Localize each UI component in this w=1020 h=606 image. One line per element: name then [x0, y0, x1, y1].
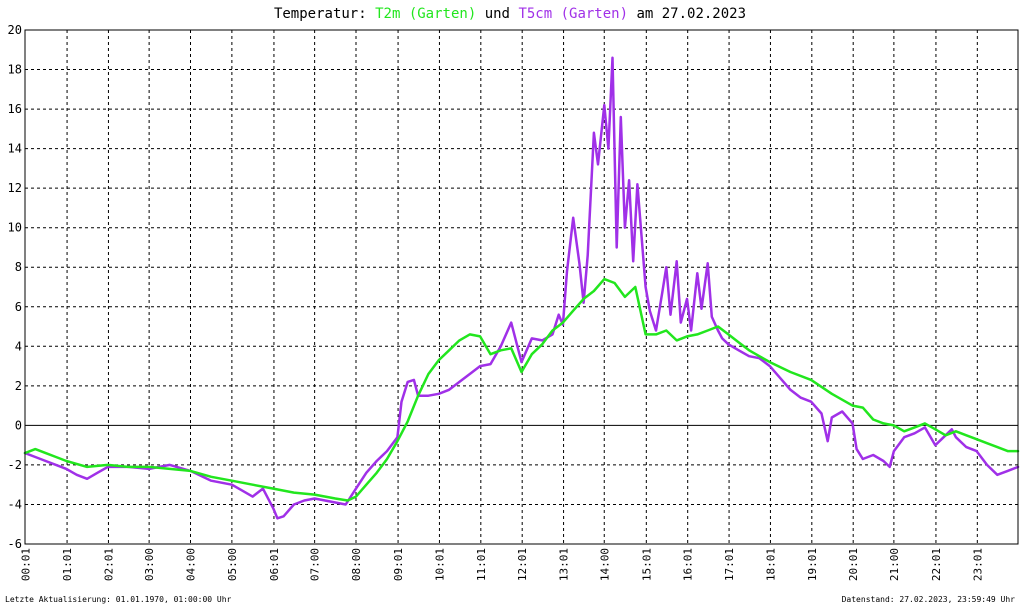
y-tick-label: 2 — [15, 379, 22, 393]
y-tick-label: 10 — [8, 221, 22, 235]
title-mid: und — [485, 6, 510, 22]
x-tick-label: 15:01 — [640, 548, 653, 581]
x-tick-label: 01:01 — [61, 548, 74, 581]
y-tick-label: 4 — [15, 339, 22, 353]
y-tick-label: -6 — [8, 537, 22, 551]
chart-title: Temperatur: T2m (Garten) und T5cm (Garte… — [274, 6, 746, 22]
footer-data-status: Datenstand: 27.02.2023, 23:59:49 Uhr — [842, 595, 1016, 604]
x-tick-label: 08:00 — [350, 548, 363, 581]
title-suffix: am 27.02.2023 — [636, 6, 746, 22]
y-tick-label: 8 — [15, 260, 22, 274]
y-tick-label: 6 — [15, 300, 22, 314]
x-tick-label: 09:01 — [392, 548, 405, 581]
y-tick-label: 20 — [8, 23, 22, 37]
title-series-t2m: T2m (Garten) — [375, 6, 476, 22]
x-tick-label: 16:01 — [682, 548, 695, 581]
t2m-series-line — [23, 277, 1020, 502]
axis-labels: -6 -4 -2 0 2 4 6 8 10 12 14 16 18 20 00:01 01:01 02:01 03… — [8, 23, 985, 581]
x-tick-label: 18:01 — [764, 548, 777, 581]
x-tick-label: 00:01 — [20, 548, 33, 581]
x-tick-label: 03:00 — [143, 548, 156, 581]
y-tick-label: -4 — [8, 497, 22, 511]
x-tick-label: 14:00 — [598, 548, 611, 581]
y-tick-label: 18 — [8, 63, 22, 77]
y-tick-label: 14 — [8, 142, 22, 156]
x-tick-label: 11:01 — [475, 548, 488, 581]
x-tick-label: 12:01 — [516, 548, 529, 581]
x-tick-label: 10:01 — [433, 548, 446, 581]
x-tick-label: 17:01 — [723, 548, 736, 581]
x-tick-label: 21:00 — [888, 548, 901, 581]
title-series-t5cm: T5cm (Garten) — [518, 6, 628, 22]
y-tick-label: 16 — [8, 102, 22, 116]
x-tick-label: 07:00 — [309, 548, 322, 581]
plot-frame — [24, 29, 1019, 545]
grid-lines — [25, 30, 1018, 544]
x-tick-label: 23:01 — [971, 548, 984, 581]
x-tick-label: 20:01 — [847, 548, 860, 581]
title-prefix: Temperatur: — [274, 6, 367, 22]
x-tick-label: 04:00 — [185, 548, 198, 581]
x-tick-label: 06:01 — [268, 548, 281, 581]
y-tick-label: 12 — [8, 181, 22, 195]
y-tick-label: 0 — [15, 418, 22, 432]
t5cm-series-line — [23, 56, 1020, 520]
x-tick-label: 13:01 — [558, 548, 571, 581]
x-tick-label: 19:01 — [806, 548, 819, 581]
footer-last-update: Letzte Aktualisierung: 01.01.1970, 01:00… — [5, 595, 232, 604]
y-tick-label: -2 — [8, 458, 22, 472]
x-tick-label: 22:01 — [930, 548, 943, 581]
x-tick-label: 05:00 — [226, 548, 239, 581]
data-series — [23, 56, 1020, 520]
x-tick-label: 02:01 — [102, 548, 115, 581]
